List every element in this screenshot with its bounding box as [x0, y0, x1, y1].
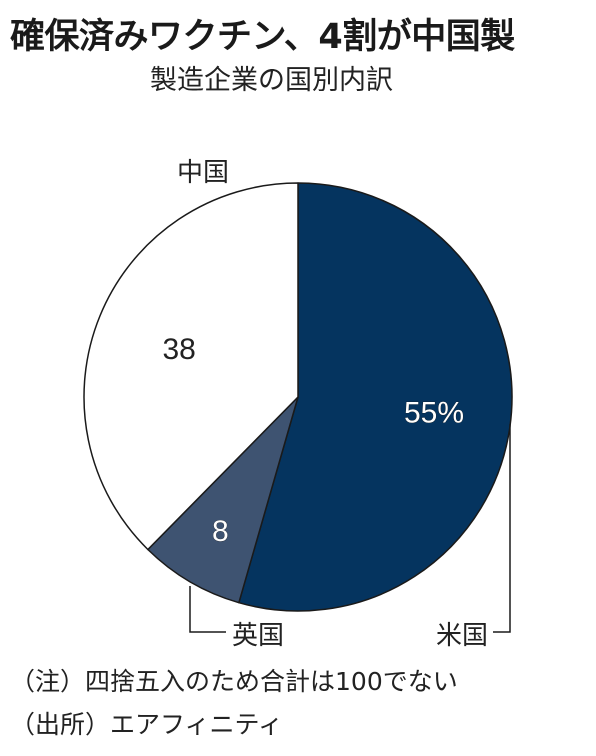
pie-slice-3	[83, 182, 299, 551]
source-note: （出所）エアフィニティ	[10, 710, 284, 739]
pie-category-label-1: 米国	[436, 621, 488, 651]
leader-line-2	[189, 586, 226, 633]
leader-line-1	[493, 424, 511, 633]
rounding-note: （注）四捨五入のため合計は100でない	[10, 667, 458, 696]
pie-value-label-3: 38	[163, 333, 196, 366]
pie-value-label-1: 55%	[404, 397, 464, 430]
pie-category-label-3: 中国	[177, 158, 229, 188]
pie-slice-2	[147, 396, 299, 604]
pie-value-label-2: 8	[212, 515, 229, 548]
pie-category-label-2: 英国	[232, 621, 284, 651]
chart-title: 確保済みワクチン、4割が中国製	[10, 17, 515, 57]
chart-subtitle: 製造企業の国別内訳	[150, 65, 393, 96]
